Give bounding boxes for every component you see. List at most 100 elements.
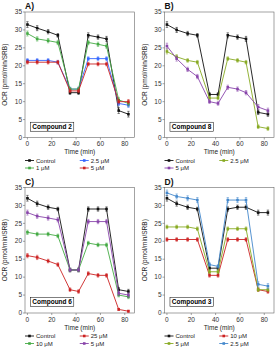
data-point bbox=[117, 100, 120, 103]
y-tick bbox=[163, 29, 165, 30]
error-bar bbox=[227, 33, 229, 38]
series-line bbox=[167, 46, 268, 111]
x-axis-label: Time (min) bbox=[204, 324, 235, 332]
error-bar bbox=[175, 56, 177, 61]
data-point bbox=[87, 220, 90, 223]
y-tick-label: 25 bbox=[154, 220, 162, 227]
y-tick-label: 35 bbox=[15, 8, 23, 15]
error-bar bbox=[196, 227, 198, 231]
legend-marker bbox=[168, 342, 171, 345]
y-axis-label: OCR (pmol/min/SRB) bbox=[141, 44, 149, 106]
data-point bbox=[166, 238, 169, 241]
data-point bbox=[196, 208, 199, 211]
y-tick bbox=[163, 259, 165, 260]
error-bar bbox=[227, 227, 229, 231]
y-tick-label: 10 bbox=[15, 98, 23, 105]
legend: Control2.5 μM1 μM5 μM bbox=[25, 158, 109, 172]
error-bar bbox=[105, 62, 107, 66]
data-point bbox=[236, 227, 239, 230]
error-bar bbox=[166, 195, 168, 201]
y-tick-label: 0 bbox=[18, 309, 22, 316]
error-bar bbox=[217, 96, 219, 100]
data-point bbox=[47, 206, 50, 209]
data-point bbox=[217, 270, 220, 273]
data-point bbox=[57, 61, 60, 64]
y-tick-label: 20 bbox=[15, 237, 23, 244]
data-point bbox=[257, 125, 260, 128]
data-point bbox=[166, 23, 169, 26]
data-point bbox=[87, 41, 90, 44]
error-bar bbox=[186, 225, 188, 229]
data-point bbox=[226, 34, 229, 37]
y-tick-label: 15 bbox=[154, 80, 162, 87]
error-bar bbox=[26, 253, 28, 257]
data-point bbox=[245, 61, 248, 64]
data-point bbox=[69, 90, 72, 93]
data-point bbox=[166, 45, 169, 48]
error-bar bbox=[175, 225, 177, 229]
legend-swatch bbox=[25, 160, 34, 161]
y-tick bbox=[163, 83, 165, 84]
legend-label: Control bbox=[176, 333, 195, 339]
legend-label: 5 μM bbox=[91, 165, 104, 171]
data-point bbox=[57, 235, 60, 238]
data-point bbox=[245, 91, 248, 94]
data-point bbox=[257, 288, 260, 291]
data-point bbox=[87, 57, 90, 60]
error-bar bbox=[257, 210, 259, 215]
error-bar bbox=[69, 268, 71, 272]
y-tick-label: 5 bbox=[18, 291, 22, 298]
error-bar bbox=[87, 241, 89, 245]
annotation-box bbox=[170, 122, 213, 131]
plot-frame bbox=[165, 12, 275, 138]
data-point bbox=[267, 211, 270, 214]
legend-swatch bbox=[80, 343, 89, 344]
error-bar bbox=[245, 60, 247, 64]
data-point bbox=[26, 61, 29, 64]
data-point bbox=[196, 75, 199, 78]
error-bar bbox=[236, 205, 238, 209]
x-tick-label: 60 bbox=[97, 316, 105, 323]
data-point bbox=[186, 197, 189, 200]
data-point bbox=[175, 29, 178, 32]
y-tick bbox=[23, 29, 25, 30]
error-bar bbox=[57, 234, 59, 238]
y-tick bbox=[23, 47, 25, 48]
data-point bbox=[117, 109, 120, 112]
data-point bbox=[105, 274, 108, 277]
legend-swatch bbox=[165, 336, 174, 337]
data-point bbox=[166, 192, 169, 195]
error-bar bbox=[166, 22, 168, 28]
data-point bbox=[87, 272, 90, 275]
data-point bbox=[236, 36, 239, 39]
data-point bbox=[175, 202, 178, 205]
x-tick-label: 60 bbox=[97, 140, 105, 147]
data-point bbox=[47, 30, 50, 33]
data-point bbox=[47, 39, 50, 42]
data-point bbox=[175, 226, 178, 229]
legend-swatch bbox=[165, 160, 174, 161]
y-tick bbox=[23, 187, 25, 188]
data-point bbox=[166, 50, 169, 53]
legend-label: Control bbox=[36, 158, 55, 164]
y-tick-label: 10 bbox=[154, 273, 162, 280]
error-bar bbox=[166, 225, 168, 229]
legend-label: 2.5 μM bbox=[230, 341, 248, 347]
legend-marker bbox=[168, 159, 171, 162]
plot-frame bbox=[165, 188, 275, 314]
data-group bbox=[26, 22, 130, 117]
x-axis-label: Time (min) bbox=[64, 324, 95, 332]
data-point bbox=[57, 218, 60, 221]
data-point bbox=[36, 233, 39, 236]
legend-swatch bbox=[25, 343, 34, 344]
legend-marker bbox=[222, 342, 225, 345]
legend-label: 10 μM bbox=[230, 333, 247, 339]
error-bar bbox=[36, 37, 38, 41]
error-bar bbox=[47, 216, 49, 220]
error-bar bbox=[186, 205, 188, 209]
error-bar bbox=[57, 207, 59, 211]
x-tick-label: 0 bbox=[26, 140, 30, 147]
data-point bbox=[245, 38, 248, 41]
error-bar bbox=[166, 190, 168, 196]
y-tick-label: 0 bbox=[158, 309, 162, 316]
